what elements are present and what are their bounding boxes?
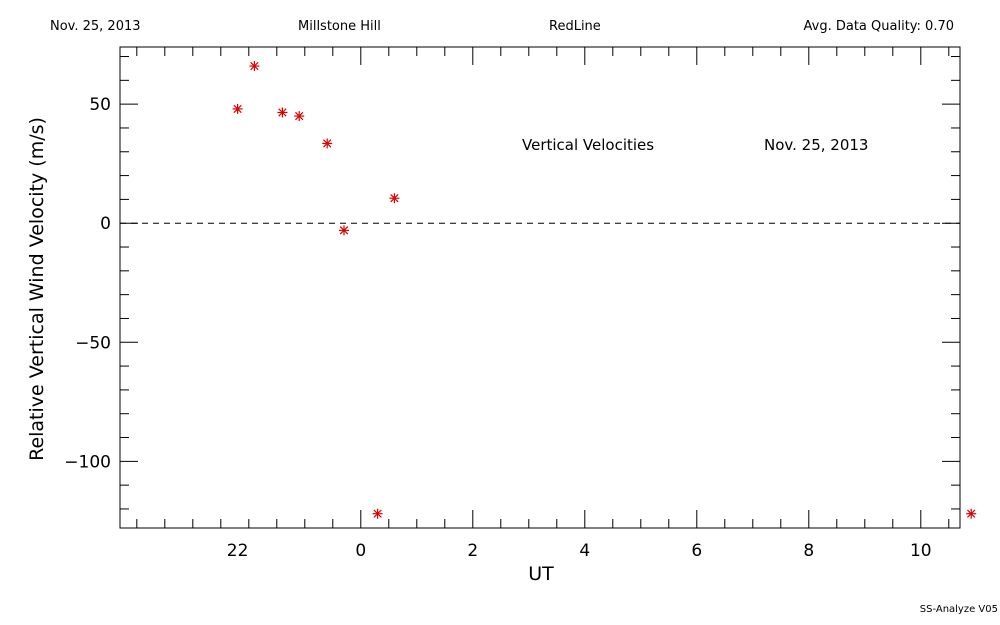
header-site: Millstone Hill [298, 19, 381, 34]
y-axis-title: Relative Vertical Wind Velocity (m/s) [26, 117, 48, 461]
x-tick-label: 2 [467, 541, 478, 561]
y-tick-label: 50 [89, 95, 111, 115]
data-points [232, 61, 977, 519]
annotation-date: Nov. 25, 2013 [764, 136, 868, 154]
y-tick-label: 0 [100, 214, 111, 234]
x-tick-label: 6 [691, 541, 702, 561]
y-tick-label: −50 [75, 333, 111, 353]
data-point [277, 107, 288, 118]
x-tick-label: 8 [803, 541, 814, 561]
y-axis: 50 0 −50 −100 [64, 56, 960, 510]
data-point [249, 61, 260, 72]
annotation-title: Vertical Velocities [522, 136, 654, 154]
data-point [389, 193, 400, 204]
plot-frame [119, 46, 961, 529]
data-point [372, 508, 383, 519]
x-axis: 22 0 2 4 6 8 10 [136, 47, 950, 561]
header-date: Nov. 25, 2013 [50, 19, 141, 34]
data-point [232, 103, 243, 114]
data-point [294, 111, 305, 122]
data-point [322, 138, 333, 149]
data-point [966, 508, 977, 519]
header-quality: Avg. Data Quality: 0.70 [804, 19, 954, 34]
x-tick-label: 10 [910, 541, 932, 561]
footer-version: SS-Analyze V05 [920, 604, 998, 615]
x-tick-label: 4 [579, 541, 590, 561]
x-tick-label: 0 [355, 541, 366, 561]
y-tick-label: −100 [64, 452, 111, 472]
header-line: RedLine [549, 19, 601, 34]
x-tick-label: 22 [227, 541, 249, 561]
x-axis-title: UT [528, 563, 554, 585]
data-point [339, 225, 349, 236]
